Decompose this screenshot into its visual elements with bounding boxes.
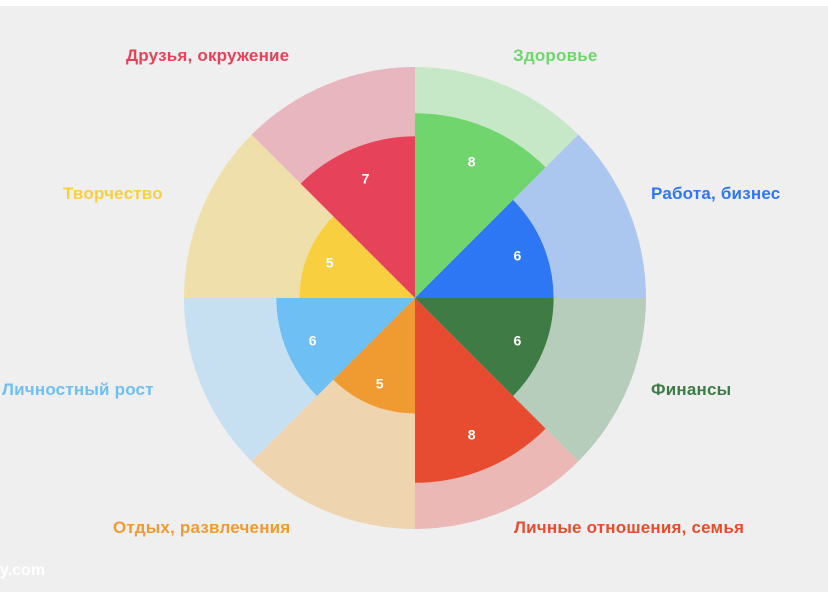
wedge-value-rest-entertainment [333,298,415,414]
label-work-business: Работа, бизнес [651,184,781,203]
value-label-personal-growth: 6 [309,332,317,348]
label-finance: Финансы [651,380,732,399]
value-label-health: 8 [468,153,476,169]
wedge-value-friends-environment [300,136,415,298]
wedge-value-creativity [299,216,415,298]
label-health: Здоровье [513,46,598,65]
wedge-value-finance [415,298,554,396]
label-rest-entertainment: Отдых, развлечения [113,518,291,537]
label-creativity: Творчество [63,184,163,203]
value-label-relationships-family: 8 [468,427,476,443]
value-label-finance: 6 [514,332,522,348]
wedge-value-relationships-family [415,298,546,483]
label-friends-environment: Друзья, окружение [126,46,290,65]
label-relationships-family: Личные отношения, семья [514,518,745,537]
wheel-of-life-chart: 8 6 6 8 5 6 5 7 [184,67,646,529]
label-personal-growth: Личностный рост [2,380,154,399]
value-label-rest-entertainment: 5 [376,375,384,391]
wedge-value-work-business [415,200,554,298]
value-label-creativity: 5 [326,255,334,271]
wedge-value-health [415,113,546,298]
value-label-friends-environment: 7 [362,171,370,187]
wedge-value-personal-growth [276,298,415,396]
value-label-work-business: 6 [514,248,522,264]
chart-area: 8 6 6 8 5 6 5 7 Здоровье Работа, бизнес Финансы… [0,6,828,592]
watermark-text: y.com [0,562,46,579]
